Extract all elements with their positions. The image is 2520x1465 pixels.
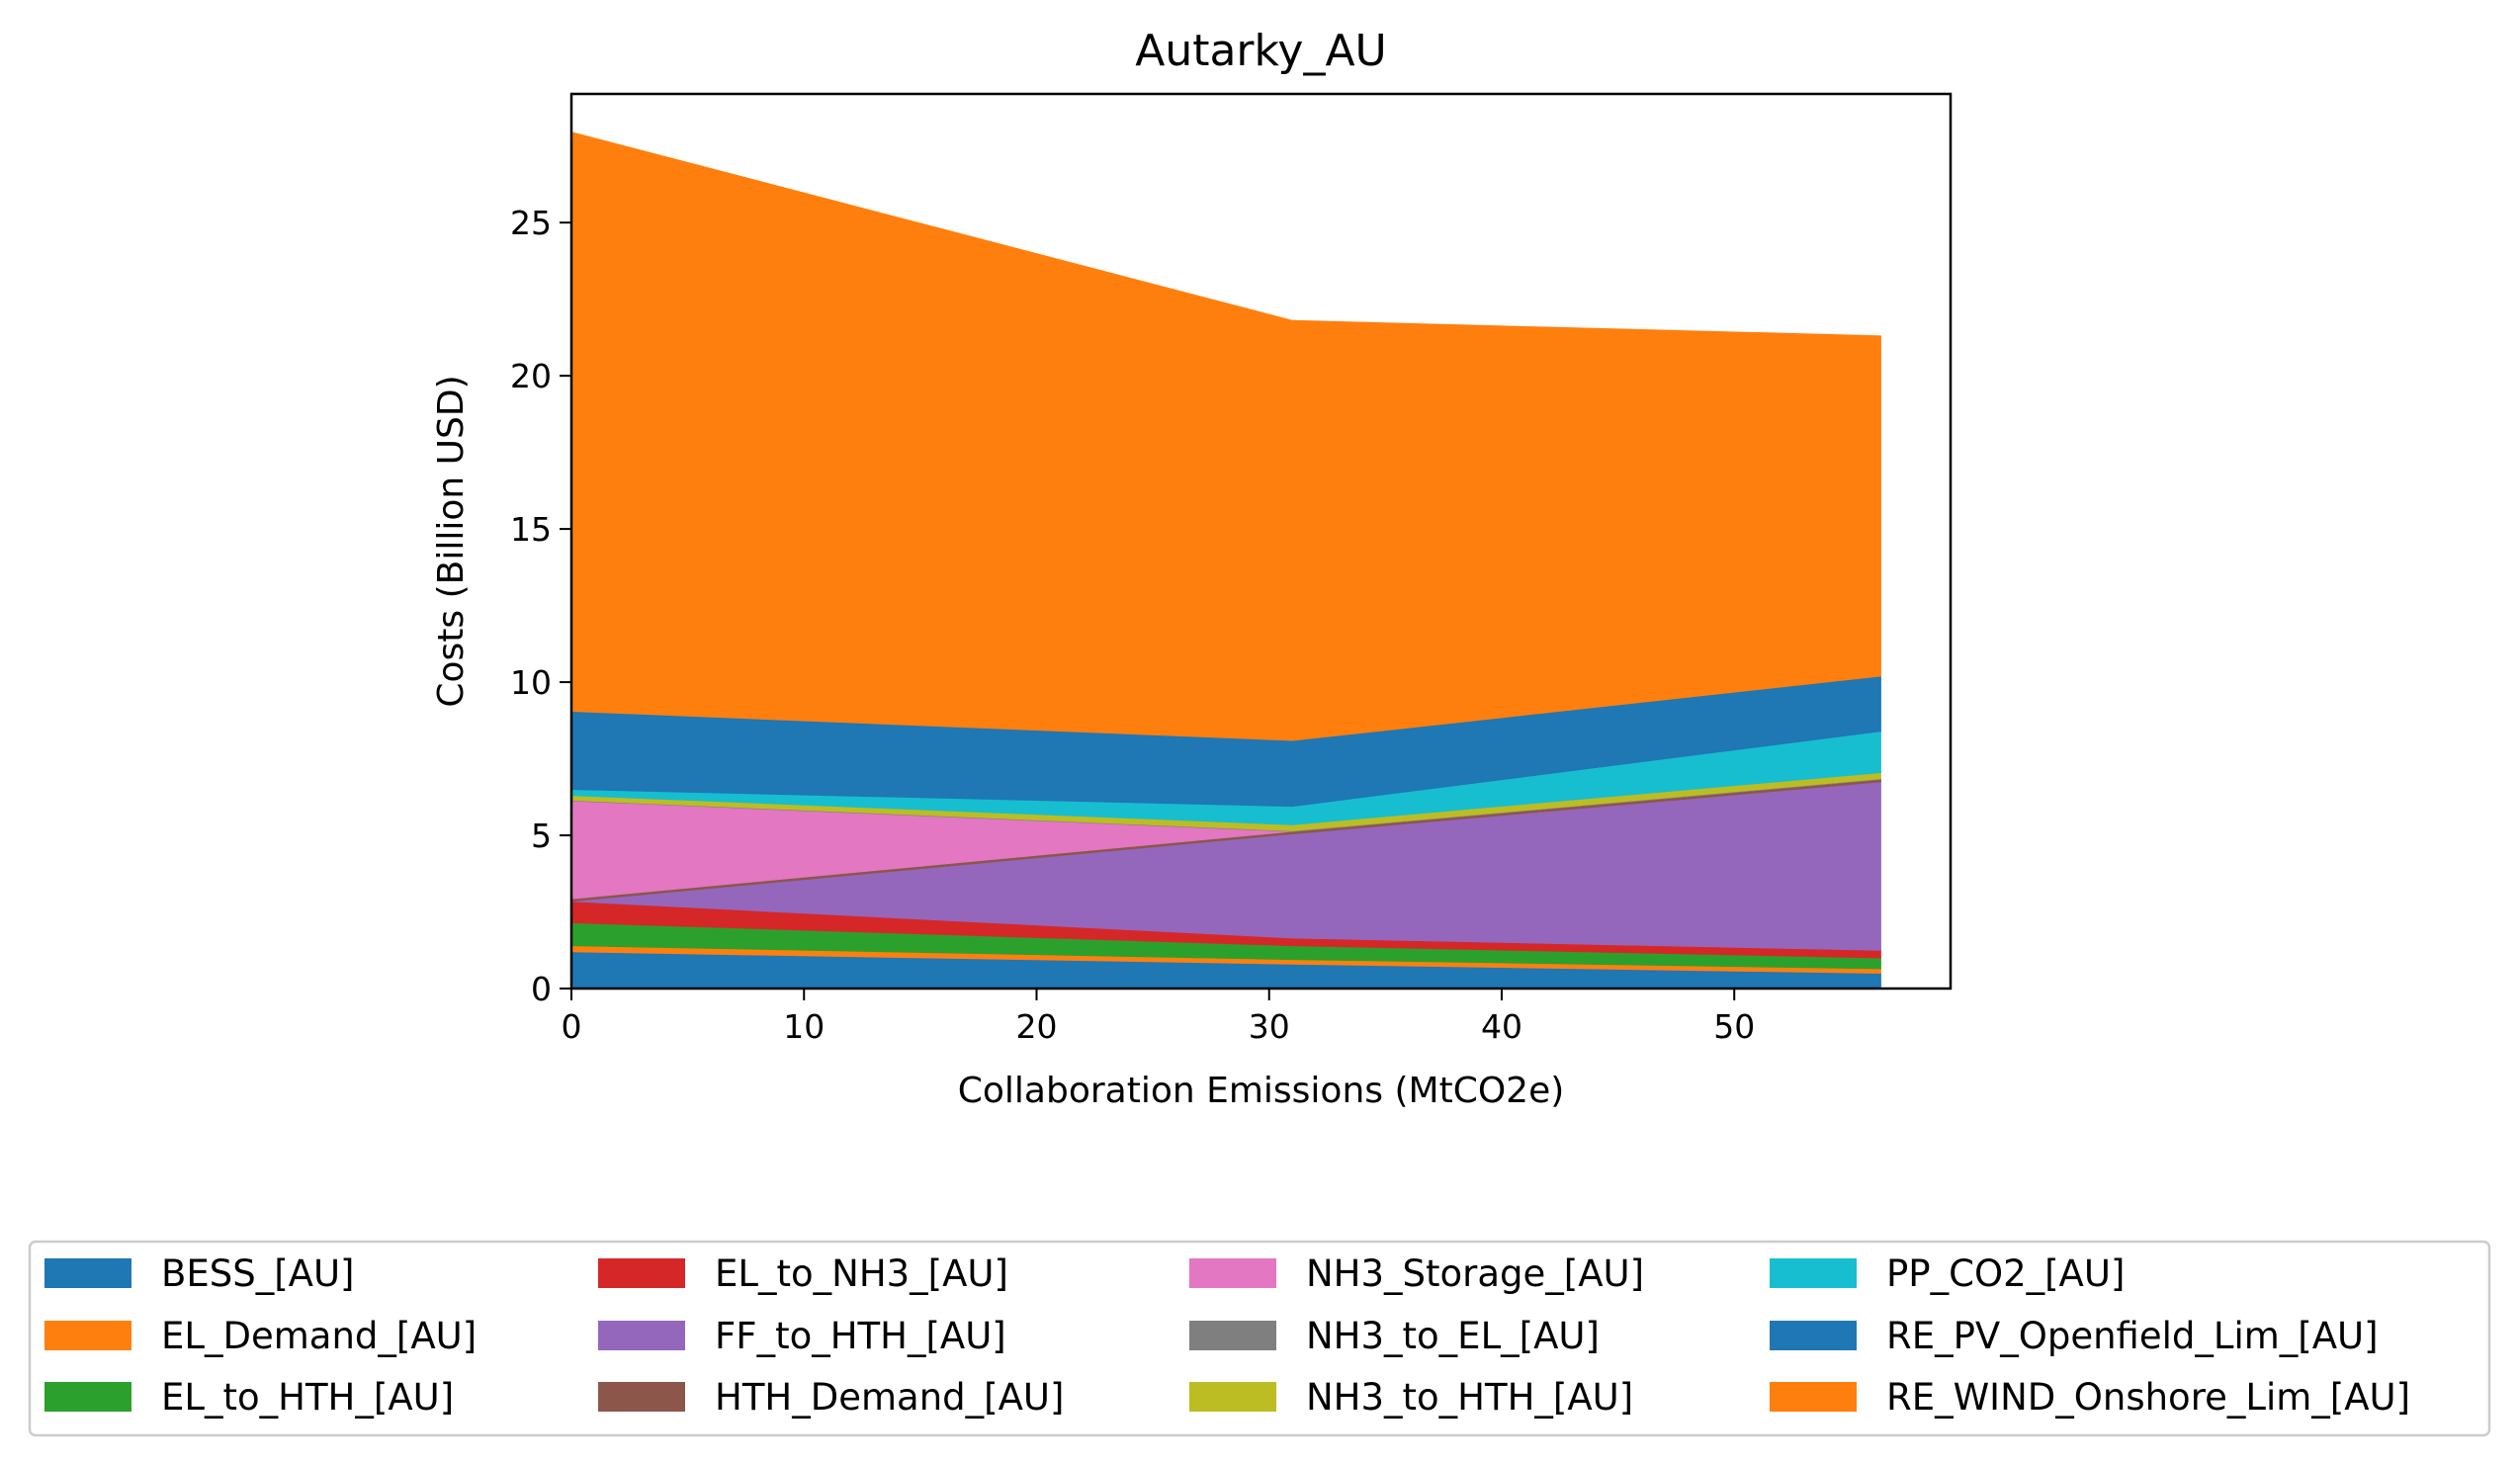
- y-axis-ticks: 0 5 10 15 20 25: [510, 204, 571, 1008]
- x-tick-label: 50: [1713, 1007, 1755, 1046]
- legend-swatch-nh3-to-hth-au: [1189, 1382, 1276, 1412]
- legend-label-bess-au: BESS_[AU]: [161, 1252, 355, 1295]
- legend-swatch-ff-to-hth-au: [598, 1321, 685, 1350]
- x-axis-ticks: 0 10 20 30 40 50: [562, 989, 1755, 1046]
- legend-swatch-hth-demand-au: [598, 1382, 685, 1412]
- legend-label-re-wind-onshore-lim-au: RE_WIND_Onshore_Lim_[AU]: [1886, 1376, 2410, 1419]
- legend-label-el-demand-au: EL_Demand_[AU]: [161, 1315, 477, 1357]
- y-tick-label: 15: [510, 510, 552, 549]
- y-tick-label: 10: [510, 663, 552, 702]
- legend-label-nh3-to-hth-au: NH3_to_HTH_[AU]: [1306, 1376, 1633, 1419]
- y-tick-label: 5: [531, 817, 552, 855]
- legend-swatch-re-pv-openfield-lim-au: [1770, 1321, 1857, 1350]
- chart-title: Autarky_AU: [1135, 26, 1387, 76]
- legend-label-re-pv-openfield-lim-au: RE_PV_Openfield_Lim_[AU]: [1886, 1315, 2379, 1357]
- x-axis-label: Collaboration Emissions (MtCO2e): [958, 1071, 1565, 1111]
- x-tick-label: 20: [1015, 1007, 1057, 1046]
- x-tick-label: 30: [1249, 1007, 1290, 1046]
- plot-frame: [569, 92, 1953, 991]
- legend-items: BESS_[AU] EL_Demand_[AU] EL_to_HTH_[AU] EL_…: [44, 1252, 2410, 1419]
- legend-swatch-re-wind-onshore-lim-au: [1770, 1382, 1857, 1412]
- legend-label-pp-co2-au: PP_CO2_[AU]: [1886, 1252, 2125, 1295]
- x-tick-label: 40: [1481, 1007, 1522, 1046]
- legend-swatch-el-demand-au: [44, 1321, 131, 1350]
- legend-swatch-nh3-storage-au: [1189, 1258, 1276, 1288]
- plot-areas: [570, 131, 1881, 990]
- legend-label-ff-to-hth-au: FF_to_HTH_[AU]: [715, 1315, 1006, 1357]
- legend-swatch-pp-co2-au: [1770, 1258, 1857, 1288]
- x-tick-label: 10: [783, 1007, 825, 1046]
- y-tick-label: 0: [531, 970, 552, 1008]
- x-tick-label: 0: [562, 1007, 582, 1046]
- legend-label-nh3-storage-au: NH3_Storage_[AU]: [1306, 1252, 1644, 1295]
- legend-swatch-el-to-hth-au: [44, 1382, 131, 1412]
- y-tick-label: 20: [510, 357, 552, 395]
- legend-swatch-el-to-nh3-au: [598, 1258, 685, 1288]
- legend-label-nh3-to-el-au: NH3_to_EL_[AU]: [1306, 1315, 1600, 1357]
- y-tick-label: 25: [510, 204, 552, 242]
- y-axis-label: Costs (Billion USD): [431, 375, 472, 707]
- legend-label-el-to-hth-au: EL_to_HTH_[AU]: [161, 1376, 454, 1419]
- legend-swatch-bess-au: [44, 1258, 131, 1288]
- legend-label-hth-demand-au: HTH_Demand_[AU]: [715, 1376, 1064, 1419]
- legend-swatch-nh3-to-el-au: [1189, 1321, 1276, 1350]
- legend: BESS_[AU] EL_Demand_[AU] EL_to_HTH_[AU] EL_…: [28, 1240, 2491, 1437]
- legend-label-el-to-nh3-au: EL_to_NH3_[AU]: [715, 1252, 1008, 1295]
